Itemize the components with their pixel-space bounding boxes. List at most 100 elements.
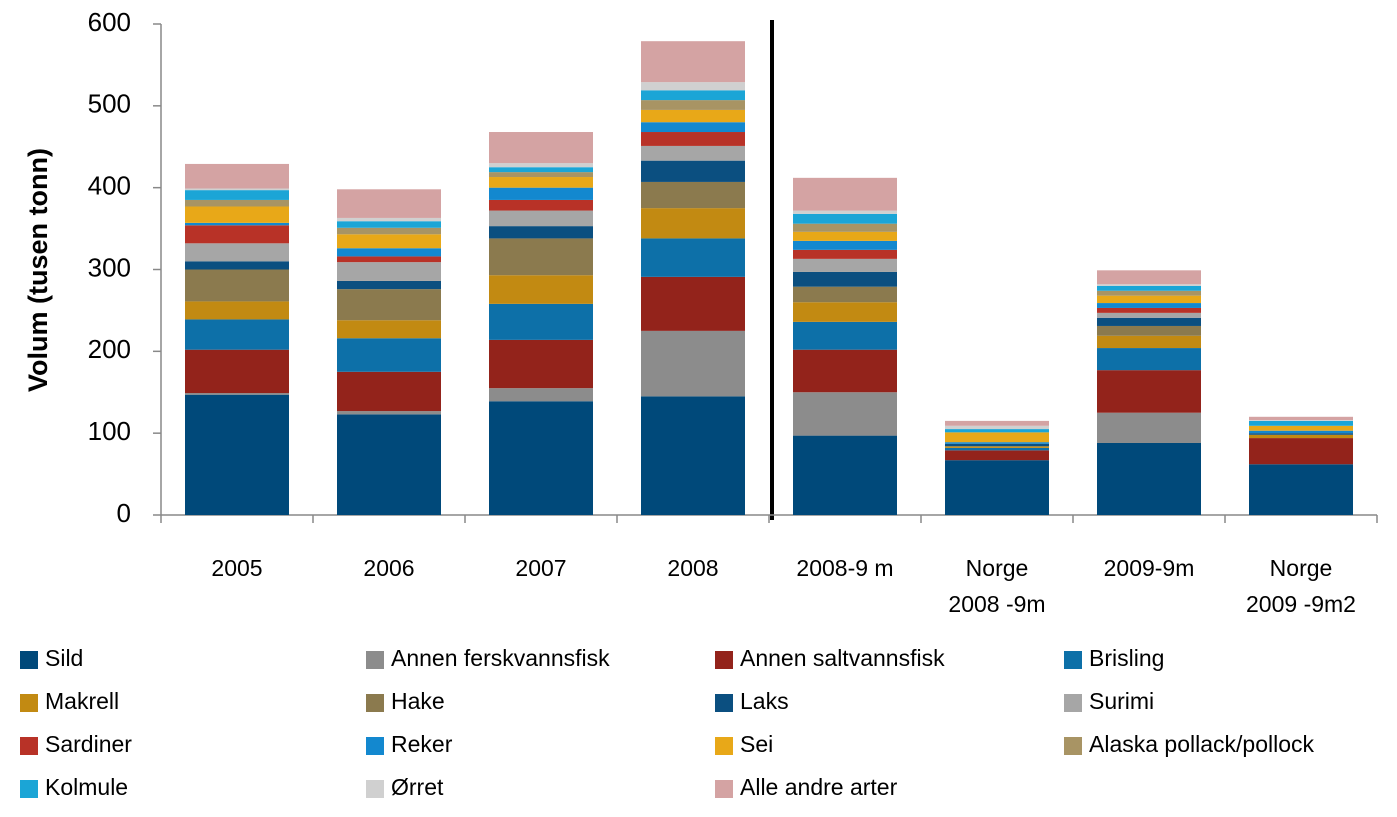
legend-swatch — [20, 651, 38, 669]
bar-segment — [1097, 442, 1201, 515]
bar-segment — [641, 90, 745, 101]
bar-segment — [641, 132, 745, 146]
x-tick-label: 2008 — [667, 555, 718, 581]
bar-segment — [1249, 430, 1353, 434]
bar-segment — [185, 243, 289, 262]
bar-segment — [641, 238, 745, 277]
bar-segment — [185, 163, 289, 189]
bar-segment — [793, 286, 897, 303]
bar-segment — [1097, 348, 1201, 371]
bar-segment — [185, 225, 289, 244]
bar-segment — [185, 190, 289, 200]
bar-segment — [793, 435, 897, 515]
bar-segment — [185, 301, 289, 320]
x-tick-label: 2007 — [515, 555, 566, 581]
legend-label: Brisling — [1089, 645, 1164, 671]
bar-segment — [793, 177, 897, 211]
legend-label: Alaska pollack/pollock — [1089, 731, 1315, 757]
bar-segment — [945, 429, 1049, 433]
bar-segment — [489, 226, 593, 239]
bar-segment — [1249, 438, 1353, 465]
bar-segment — [641, 276, 745, 331]
bar-segment — [641, 396, 745, 515]
bar-segment — [337, 234, 441, 249]
bar-segment — [1097, 285, 1201, 291]
bar-segment — [1097, 307, 1201, 313]
legend-label: Ørret — [391, 774, 444, 800]
bar-segment — [1249, 420, 1353, 421]
x-tick-label: Norge 2009 -9m2 — [1246, 555, 1356, 617]
bar-segment — [489, 275, 593, 304]
y-tick-label: 500 — [88, 89, 131, 119]
x-tick-label: 2005 — [211, 555, 262, 581]
bar-segment — [1097, 295, 1201, 304]
legend-swatch — [715, 780, 733, 798]
legend-swatch — [366, 694, 384, 712]
y-axis-label: Volum (tusen tonn) — [23, 148, 53, 392]
bar-segment — [337, 248, 441, 257]
legend-label: Laks — [740, 688, 789, 714]
bar-segment — [185, 222, 289, 226]
bar-segment — [337, 414, 441, 515]
legend-label: Hake — [391, 688, 445, 714]
bar-segment — [489, 339, 593, 389]
bar-segment — [337, 411, 441, 415]
legend-swatch — [20, 780, 38, 798]
y-tick-label: 600 — [88, 7, 131, 37]
legend-swatch — [366, 737, 384, 755]
bar-segment — [945, 442, 1049, 444]
bar-segment — [337, 280, 441, 290]
bar-segment — [489, 167, 593, 173]
bar-segment — [185, 199, 289, 207]
bar-segment — [945, 446, 1049, 448]
legend-swatch — [20, 737, 38, 755]
bar-segment — [793, 249, 897, 259]
legend-swatch — [366, 780, 384, 798]
bar-segment — [793, 213, 897, 224]
x-tick-label: Norge 2008 -9m — [948, 555, 1045, 617]
bar-segment — [1097, 325, 1201, 336]
bar-segment — [641, 109, 745, 123]
bar-segment — [185, 349, 289, 394]
bar-segment — [185, 319, 289, 350]
bar-segment — [945, 420, 1049, 426]
legend-label: Surimi — [1089, 688, 1154, 714]
bar-segment — [793, 349, 897, 393]
legend-label: Alle andre arter — [740, 774, 898, 800]
bar-segment — [185, 206, 289, 223]
bar-segment — [489, 210, 593, 227]
x-tick-label: 2009-9m — [1104, 555, 1195, 581]
y-tick-label: 300 — [88, 252, 131, 282]
bar-segment — [489, 401, 593, 515]
bar-segment — [793, 392, 897, 436]
x-tick-label: 2008-9 m — [796, 555, 893, 581]
legend-label: Reker — [391, 731, 453, 757]
y-tick-label: 100 — [88, 416, 131, 446]
bar-segment — [1097, 317, 1201, 326]
legend-swatch — [366, 651, 384, 669]
bar-segment — [1249, 425, 1353, 431]
bar-segment — [945, 432, 1049, 443]
bar-segment — [945, 450, 1049, 461]
bar-segment — [1249, 464, 1353, 515]
bar-segment — [337, 227, 441, 235]
bar-segment — [793, 231, 897, 241]
bar-segment — [337, 338, 441, 372]
bar-segment — [793, 321, 897, 350]
bar-segment — [337, 217, 441, 222]
x-tick-label: 2006 — [363, 555, 414, 581]
y-tick-label: 400 — [88, 171, 131, 201]
legend-swatch — [1064, 651, 1082, 669]
legend-label: Makrell — [45, 688, 119, 714]
bar-segment — [489, 303, 593, 340]
bar-segment — [793, 210, 897, 214]
bar-segment — [641, 145, 745, 161]
legend-label: Annen saltvannsfisk — [740, 645, 945, 671]
bar-segment — [1249, 433, 1353, 435]
legend-swatch — [715, 694, 733, 712]
bar-segment — [793, 223, 897, 232]
bar-segment — [489, 187, 593, 200]
legend-swatch — [1064, 737, 1082, 755]
bar-segment — [1097, 312, 1201, 318]
bar-segment — [337, 221, 441, 228]
